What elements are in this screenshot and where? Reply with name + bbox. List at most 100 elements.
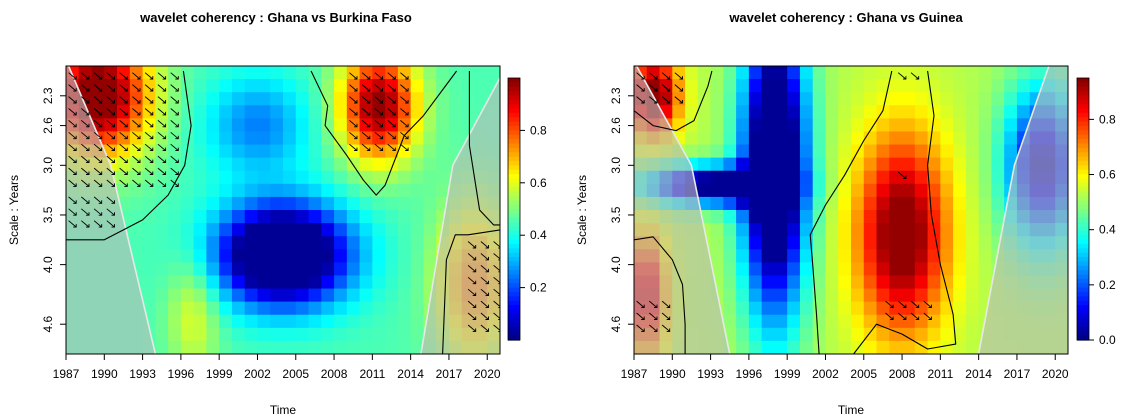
heatmap-cell bbox=[142, 118, 156, 133]
heatmap-cell bbox=[244, 66, 259, 80]
heatmap-cell bbox=[308, 196, 322, 211]
phase-arrow bbox=[119, 96, 128, 104]
heatmap-cell bbox=[672, 66, 686, 80]
heatmap-cell bbox=[799, 170, 814, 185]
heatmap-cell bbox=[787, 183, 801, 198]
phase-arrow bbox=[897, 300, 907, 309]
heatmap-cell bbox=[761, 105, 776, 119]
heatmap-cell bbox=[940, 157, 954, 172]
heatmap-cell bbox=[812, 105, 827, 119]
heatmap-cell bbox=[257, 131, 271, 146]
colorbar-swatch bbox=[508, 252, 520, 258]
heatmap-cell bbox=[927, 105, 941, 119]
heatmap-cell bbox=[761, 314, 776, 329]
heatmap-cell bbox=[825, 327, 839, 342]
phase-arrow bbox=[106, 84, 115, 92]
heatmap-cell bbox=[219, 196, 233, 211]
colorbar-swatch bbox=[508, 274, 520, 280]
heatmap-cell bbox=[799, 210, 814, 224]
colorbar-swatch bbox=[1077, 326, 1089, 332]
heatmap-cell bbox=[372, 262, 386, 277]
heatmap-cell bbox=[723, 301, 737, 316]
heatmap-cell bbox=[321, 288, 335, 303]
heatmap-cell bbox=[359, 170, 373, 185]
heatmap-cell bbox=[257, 236, 271, 250]
heatmap-cell bbox=[723, 131, 737, 146]
heatmap-cell bbox=[851, 183, 865, 198]
heatmap-cell bbox=[142, 79, 156, 93]
phase-arrow bbox=[119, 72, 128, 80]
heatmap-cell bbox=[787, 157, 801, 172]
heatmap-cell bbox=[295, 66, 310, 80]
heatmap-cell bbox=[838, 275, 852, 290]
phase-arrow bbox=[170, 179, 179, 187]
heatmap-cell bbox=[180, 301, 195, 316]
phase-arrow bbox=[480, 265, 489, 273]
heatmap-cell bbox=[825, 236, 839, 250]
x-tick-label: 1990 bbox=[659, 367, 686, 381]
colorbar-swatch bbox=[1077, 134, 1089, 140]
phase-arrow bbox=[93, 96, 103, 104]
heatmap-cell bbox=[863, 196, 878, 211]
heatmap-cell bbox=[761, 288, 776, 303]
heatmap-cell bbox=[672, 92, 686, 106]
heatmap-cell bbox=[334, 92, 348, 106]
heatmap-cell bbox=[940, 327, 954, 342]
heatmap-cell bbox=[231, 183, 246, 198]
heatmap-cell bbox=[914, 105, 929, 119]
heatmap-cell bbox=[876, 131, 890, 146]
heatmap-cell bbox=[889, 183, 903, 198]
heatmap-cell bbox=[723, 79, 737, 93]
heatmap-cell bbox=[321, 196, 335, 211]
heatmap-cell bbox=[978, 131, 993, 146]
heatmap-cell bbox=[385, 327, 399, 342]
heatmap-cell bbox=[812, 92, 827, 106]
heatmap-cell bbox=[385, 79, 399, 93]
heatmap-cell bbox=[410, 275, 425, 290]
heatmap-cell bbox=[219, 157, 233, 172]
heatmap-cell bbox=[914, 249, 929, 263]
phase-arrow bbox=[132, 84, 141, 92]
colorbar-swatch bbox=[1077, 78, 1089, 83]
phase-arrow bbox=[106, 108, 115, 116]
heatmap-cell bbox=[155, 262, 169, 277]
heatmap-cell bbox=[902, 301, 916, 316]
heatmap-cell bbox=[825, 92, 839, 106]
phase-arrow bbox=[68, 96, 77, 104]
heatmap-cell bbox=[193, 236, 208, 250]
heatmap-cell bbox=[321, 92, 335, 106]
heatmap-cell bbox=[283, 118, 297, 133]
heatmap-cell bbox=[270, 66, 284, 80]
heatmap-cell bbox=[295, 105, 310, 119]
heatmap-cell bbox=[723, 223, 737, 237]
heatmap-cell bbox=[965, 92, 980, 106]
heatmap-cell bbox=[953, 118, 967, 133]
heatmap-cell bbox=[372, 66, 386, 80]
heatmap-cell bbox=[334, 183, 348, 198]
heatmap-cell bbox=[219, 118, 233, 133]
colorbar-swatch bbox=[508, 200, 520, 206]
heatmap-cell bbox=[193, 340, 208, 354]
phase-arrow bbox=[170, 96, 179, 104]
heatmap-cell bbox=[219, 340, 233, 354]
heatmap-cell bbox=[372, 275, 386, 290]
heatmap-cell bbox=[902, 118, 916, 133]
heatmap-cell bbox=[876, 236, 890, 250]
y-tick-label: 3.5 bbox=[609, 206, 623, 223]
heatmap-cell bbox=[270, 79, 284, 93]
heatmap-cell bbox=[965, 275, 980, 290]
heatmap-cell bbox=[155, 288, 169, 303]
heatmap-cell bbox=[410, 118, 425, 133]
heatmap-cell bbox=[851, 170, 865, 185]
heatmap-cell bbox=[748, 92, 763, 106]
heatmap-cell bbox=[914, 210, 929, 224]
colorbar-tick-label: 0.6 bbox=[1099, 168, 1116, 182]
y-tick-label: 2.3 bbox=[609, 87, 623, 104]
heatmap-cell bbox=[283, 288, 297, 303]
x-tick-label: 2017 bbox=[1004, 367, 1031, 381]
heatmap-cell bbox=[965, 236, 980, 250]
heatmap-cell bbox=[295, 223, 310, 237]
heatmap-cell bbox=[295, 183, 310, 198]
heatmap-cell bbox=[219, 314, 233, 329]
heatmap-cell bbox=[723, 314, 737, 329]
